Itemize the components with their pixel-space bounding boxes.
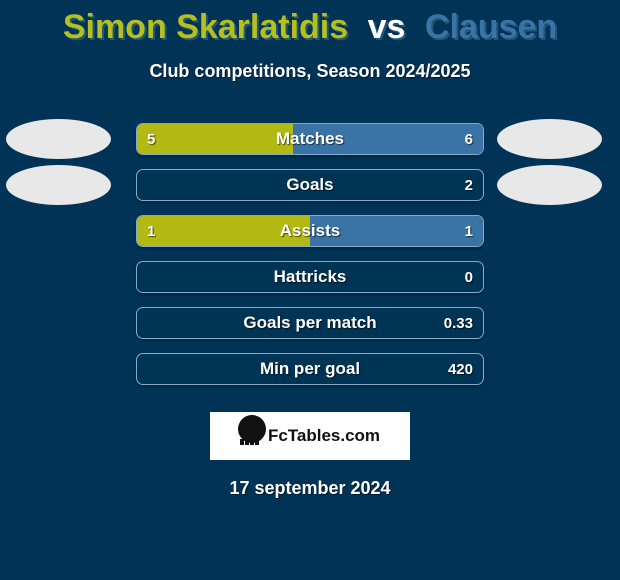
avatar-right	[497, 119, 602, 159]
stat-row: 11Assists	[0, 208, 620, 254]
comparison-card: Simon Skarlatidis vs Clausen Club compet…	[0, 0, 620, 580]
stat-row: 2Goals	[0, 162, 620, 208]
stat-label: Goals	[137, 170, 483, 200]
stat-label: Goals per match	[137, 308, 483, 338]
vs-text: vs	[358, 8, 416, 46]
brand-bars-icon	[240, 427, 262, 445]
avatar-right	[497, 165, 602, 205]
stats-rows: 56Matches 2Goals 11Assists 0Hattricks 0.33Go…	[0, 116, 620, 392]
date-text: 17 september 2024	[0, 478, 620, 499]
stat-bar: 2Goals	[136, 169, 484, 201]
stat-row: 420Min per goal	[0, 346, 620, 392]
stat-label: Min per goal	[137, 354, 483, 384]
brand-logo-text: FcTables.com	[240, 426, 380, 446]
stat-row: 56Matches	[0, 116, 620, 162]
stat-bar: 420Min per goal	[136, 353, 484, 385]
stat-row: 0Hattricks	[0, 254, 620, 300]
player1-name: Simon Skarlatidis	[63, 8, 348, 46]
stat-label: Hattricks	[137, 262, 483, 292]
stat-row: 0.33Goals per match	[0, 300, 620, 346]
page-title: Simon Skarlatidis vs Clausen	[0, 0, 620, 47]
avatar-left	[6, 165, 111, 205]
stat-label: Assists	[137, 216, 483, 246]
avatar-left	[6, 119, 111, 159]
player2-name: Clausen	[425, 8, 557, 46]
stat-bar: 11Assists	[136, 215, 484, 247]
stat-label: Matches	[137, 124, 483, 154]
stat-bar: 56Matches	[136, 123, 484, 155]
brand-name: FcTables.com	[268, 426, 380, 446]
stat-bar: 0Hattricks	[136, 261, 484, 293]
subtitle: Club competitions, Season 2024/2025	[0, 61, 620, 82]
stat-bar: 0.33Goals per match	[136, 307, 484, 339]
brand-logo: FcTables.com	[210, 412, 410, 460]
